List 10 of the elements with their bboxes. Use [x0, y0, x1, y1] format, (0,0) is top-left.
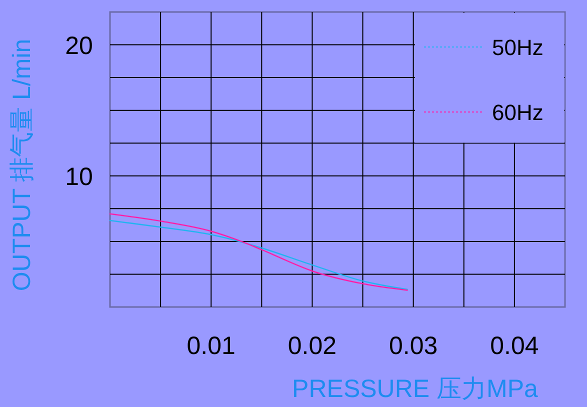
x-axis-title: PRESSURE 压力MPa	[292, 375, 538, 403]
y-tick-label: 20	[65, 32, 93, 60]
y-tick-label: 10	[65, 162, 93, 191]
x-tick-label: 0.02	[288, 332, 337, 360]
legend-label: 60Hz	[492, 100, 544, 125]
legend-label: 50Hz	[492, 35, 544, 60]
x-tick-label: 0.03	[388, 332, 438, 360]
x-tick-label: 0.04	[490, 332, 539, 360]
y-axis-title: OUTPUT 排气量 L/min	[8, 38, 36, 292]
x-tick-label: 0.01	[186, 332, 236, 360]
